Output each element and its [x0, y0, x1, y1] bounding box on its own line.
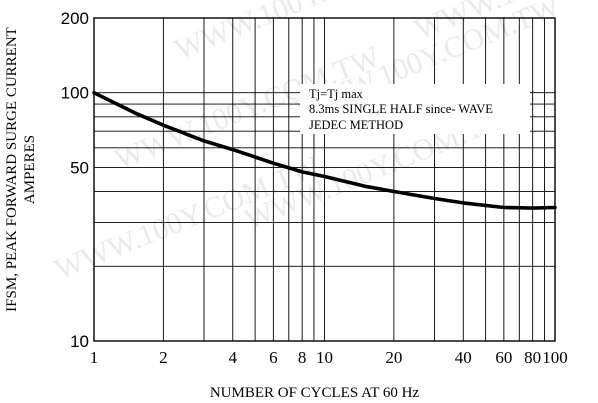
annotation-box [300, 84, 530, 134]
y-tick-label: 10 [70, 332, 89, 351]
x-tick-label: 80 [524, 348, 541, 367]
x-tick-label: 10 [316, 348, 333, 367]
x-tick-label: 4 [229, 348, 238, 367]
x-tick-label: 20 [385, 348, 402, 367]
y-axis-label-line: IFSM, PEAK FORWARD SURGE CURRENT [4, 27, 20, 312]
plot-frame [93, 17, 556, 342]
x-tick-label: 2 [159, 348, 168, 367]
y-tick-label: 200 [61, 9, 89, 28]
annotation-line: JEDEC METHOD [309, 118, 403, 132]
x-tick-label: 1 [90, 348, 99, 367]
x-axis-label: NUMBER OF CYCLES AT 60 Hz [210, 385, 420, 401]
x-tick-label: 100 [542, 348, 568, 367]
x-tick-labels: 1 2 4 6 8 10 20 40 60 80 100 [90, 348, 568, 367]
x-tick-label: 8 [298, 348, 307, 367]
y-tick-label: 50 [70, 158, 89, 177]
annotation-line: 8.3ms SINGLE HALF since- WAVE [309, 102, 493, 116]
y-tick-labels: 200 100 50 10 [61, 9, 89, 351]
x-tick-label: 40 [455, 348, 472, 367]
x-tick-label: 60 [495, 348, 512, 367]
x-tick-label: 6 [269, 348, 278, 367]
y-axis-label-line: AMPERES [22, 135, 38, 204]
grid [93, 17, 556, 342]
y-axis-label: IFSM, PEAK FORWARD SURGE CURRENT AMPERES [4, 27, 38, 312]
y-tick-label: 100 [61, 84, 89, 103]
annotation-line: Tj=Tj max [309, 87, 364, 101]
series-line [92, 90, 557, 210]
